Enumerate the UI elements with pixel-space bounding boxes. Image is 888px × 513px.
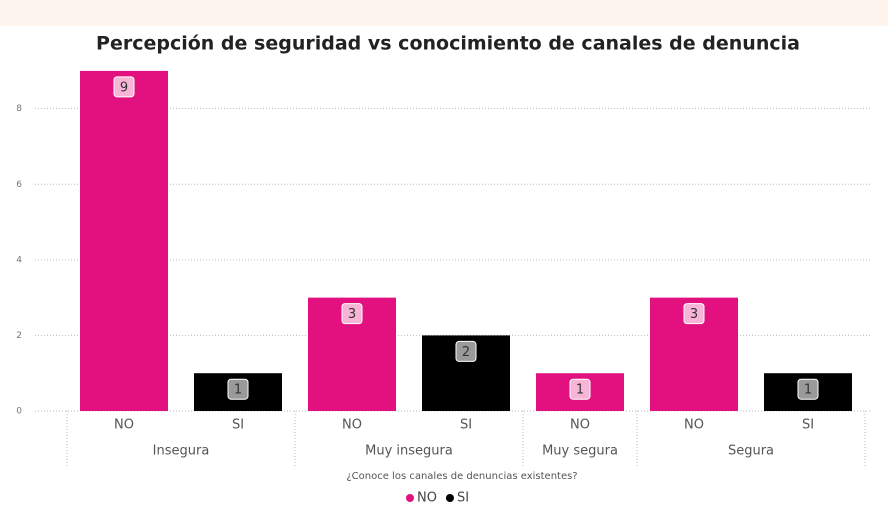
data-label-box xyxy=(569,378,591,400)
chart-title: Percepción de seguridad vs conocimiento … xyxy=(96,33,800,55)
x-tick-label: SI xyxy=(802,418,814,433)
x-tick-label: NO xyxy=(114,418,134,433)
data-label: 1 xyxy=(234,383,242,398)
data-label-box xyxy=(341,303,363,325)
data-label-box xyxy=(455,340,477,362)
header-strip xyxy=(0,0,888,26)
x-tick-label: SI xyxy=(232,418,244,433)
group-label: Muy segura xyxy=(542,444,618,459)
group-label: Muy insegura xyxy=(365,444,453,459)
legend-label: NO xyxy=(417,491,437,506)
legend-label: SI xyxy=(457,491,469,506)
x-tick-label: SI xyxy=(460,418,472,433)
data-label-box xyxy=(797,378,819,400)
data-label-box xyxy=(683,303,705,325)
x-axis-title: ¿Conoce los canales de denuncias existen… xyxy=(346,471,577,482)
data-label: 1 xyxy=(804,383,812,398)
legend-marker xyxy=(406,494,414,502)
data-label-box xyxy=(113,76,135,98)
data-label: 2 xyxy=(462,345,470,360)
legend-marker xyxy=(445,494,454,502)
y-tick-label: 0 xyxy=(16,407,22,417)
data-label: 1 xyxy=(576,383,584,398)
data-label: 9 xyxy=(120,80,128,95)
data-label-box xyxy=(227,378,249,400)
x-tick-label: NO xyxy=(342,418,362,433)
x-tick-label: NO xyxy=(570,418,590,433)
y-tick-label: 6 xyxy=(16,180,22,190)
data-label: 3 xyxy=(348,307,356,322)
group-label: Insegura xyxy=(153,444,210,459)
group-label: Segura xyxy=(728,444,774,459)
data-label: 3 xyxy=(690,307,698,322)
x-tick-label: NO xyxy=(684,418,704,433)
y-tick-label: 4 xyxy=(16,255,22,265)
bar xyxy=(80,70,168,411)
y-tick-label: 2 xyxy=(16,331,22,341)
y-tick-label: 8 xyxy=(16,104,22,114)
